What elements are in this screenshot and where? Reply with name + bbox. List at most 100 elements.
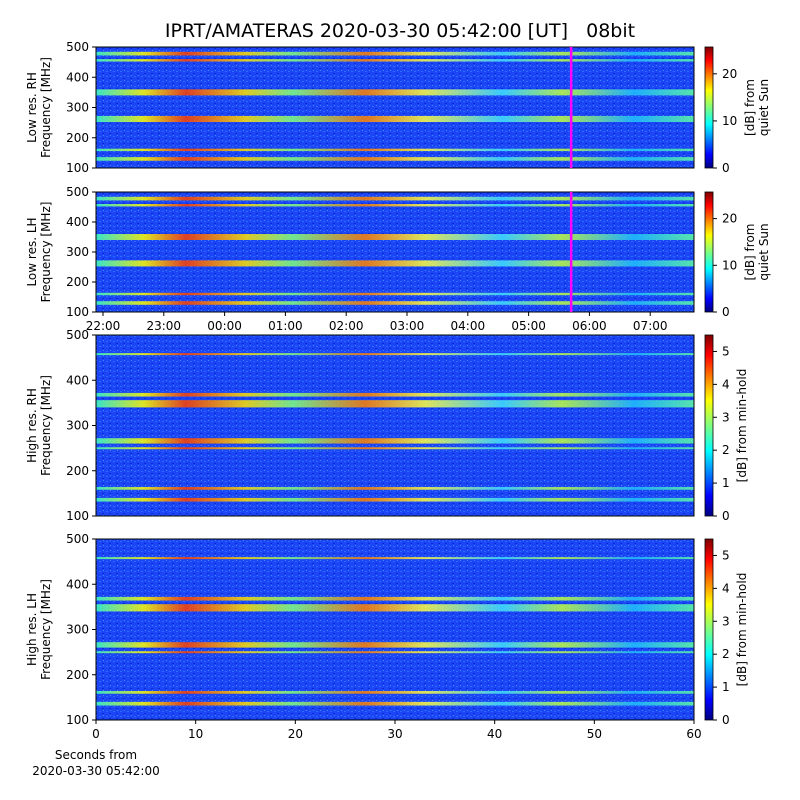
x-tick-label: 02:00	[329, 319, 364, 333]
colorbar-tick-label: 0	[722, 161, 730, 175]
y-tick-label: 400	[66, 215, 89, 229]
y-tick-label: 500	[66, 40, 89, 54]
y-axis-label: Frequency [MHz]	[39, 57, 53, 158]
emission-band	[96, 447, 694, 450]
colorbar-label: quiet Sun	[757, 223, 771, 280]
x-tick-label: 03:00	[390, 319, 425, 333]
x-tick-label: 04:00	[451, 319, 486, 333]
x-tick-label: 07:00	[633, 319, 668, 333]
colorbar-tick-label: 10	[722, 258, 737, 272]
emission-band	[96, 59, 694, 62]
y-tick-label: 500	[66, 185, 89, 199]
emission-band	[96, 557, 694, 560]
emission-band	[96, 497, 694, 502]
x-tick-label: 01:00	[268, 319, 303, 333]
colorbar-tick-label: 1	[722, 680, 730, 694]
colorbar-tick-label: 20	[722, 212, 737, 226]
emission-band	[96, 292, 694, 296]
emission-band	[96, 204, 694, 207]
colorbar-tick-label: 4	[722, 377, 730, 391]
x-tick-label: 23:00	[146, 319, 181, 333]
y-tick-label: 300	[66, 419, 89, 433]
emission-band	[96, 596, 694, 601]
emission-band	[96, 691, 694, 694]
y-tick-label: 200	[66, 131, 89, 145]
emission-band	[96, 157, 694, 161]
x-tick-label: 0	[92, 727, 100, 741]
emission-band	[96, 51, 694, 56]
y-tick-label: 500	[66, 328, 89, 342]
emission-band	[96, 89, 694, 96]
colorbar	[704, 191, 714, 313]
emission-band	[96, 115, 694, 123]
emission-band	[96, 487, 694, 490]
emission-band	[96, 642, 694, 648]
colorbar-tick-label: 3	[722, 410, 730, 424]
y-tick-label: 300	[66, 101, 89, 115]
emission-band	[96, 260, 694, 267]
emission-band	[96, 604, 694, 612]
y-tick-label: 400	[66, 577, 89, 591]
emission-band	[96, 353, 694, 356]
colorbar-tick-label: 2	[722, 647, 730, 661]
colorbar-tick-label: 3	[722, 614, 730, 628]
y-tick-label: 200	[66, 668, 89, 682]
colorbar-tick-label: 1	[722, 476, 730, 490]
y-axis-label: High res. RH	[25, 388, 39, 463]
x-axis-label: 2020-03-30 05:42:00	[32, 764, 159, 778]
colorbar-label: [dB] from min-hold	[735, 573, 749, 687]
colorbar-tick-label: 0	[722, 713, 730, 727]
spectrogram	[96, 335, 694, 516]
x-tick-label: 06:00	[572, 319, 607, 333]
figure-title: IPRT/AMATERAS 2020-03-30 05:42:00 [UT] 0…	[165, 20, 635, 42]
colorbar-tick-label: 5	[722, 548, 730, 562]
emission-band	[96, 392, 694, 397]
colorbar-tick-label: 2	[722, 443, 730, 457]
x-tick-label: 20	[288, 727, 303, 741]
emission-band	[96, 400, 694, 408]
y-tick-label: 100	[66, 713, 89, 727]
colorbar-tick-label: 5	[722, 344, 730, 358]
y-tick-label: 200	[66, 275, 89, 289]
colorbar-tick-label: 4	[722, 581, 730, 595]
x-tick-label: 00:00	[207, 319, 242, 333]
colorbar-label: [dB] from	[743, 224, 757, 281]
x-tick-label: 40	[487, 727, 502, 741]
spectrogram	[96, 539, 694, 720]
y-tick-label: 100	[66, 161, 89, 175]
y-axis-label: Low res. LH	[25, 217, 39, 286]
x-tick-label: 22:00	[86, 319, 121, 333]
y-axis-label: Frequency [MHz]	[39, 375, 53, 476]
x-tick-label: 60	[686, 727, 701, 741]
x-tick-label: 05:00	[511, 319, 546, 333]
y-tick-label: 300	[66, 623, 89, 637]
colorbar	[704, 46, 714, 169]
y-axis-label: Frequency [MHz]	[39, 202, 53, 303]
colorbar-label: quiet Sun	[757, 79, 771, 136]
colorbar-label: [dB] from	[743, 79, 757, 136]
x-axis-label: Seconds from	[55, 748, 137, 762]
emission-band	[96, 234, 694, 240]
y-tick-label: 100	[66, 305, 89, 319]
x-tick-label: 30	[387, 727, 402, 741]
y-axis-label: High res. LH	[25, 593, 39, 666]
colorbar	[704, 538, 714, 721]
emission-band	[96, 301, 694, 305]
emission-band	[96, 148, 694, 152]
spectrogram	[96, 192, 694, 312]
colorbar-tick-label: 0	[722, 509, 730, 523]
colorbar-tick-label: 0	[722, 305, 730, 319]
emission-band	[96, 701, 694, 706]
colorbar-tick-label: 20	[722, 67, 737, 81]
y-tick-label: 400	[66, 70, 89, 84]
spectrogram	[96, 47, 694, 168]
x-tick-label: 50	[587, 727, 602, 741]
emission-band	[96, 438, 694, 444]
colorbar-tick-label: 10	[722, 114, 737, 128]
y-tick-label: 400	[66, 373, 89, 387]
emission-band	[96, 651, 694, 654]
y-tick-label: 200	[66, 464, 89, 478]
y-axis-label: Low res. RH	[25, 72, 39, 143]
y-tick-label: 500	[66, 532, 89, 546]
